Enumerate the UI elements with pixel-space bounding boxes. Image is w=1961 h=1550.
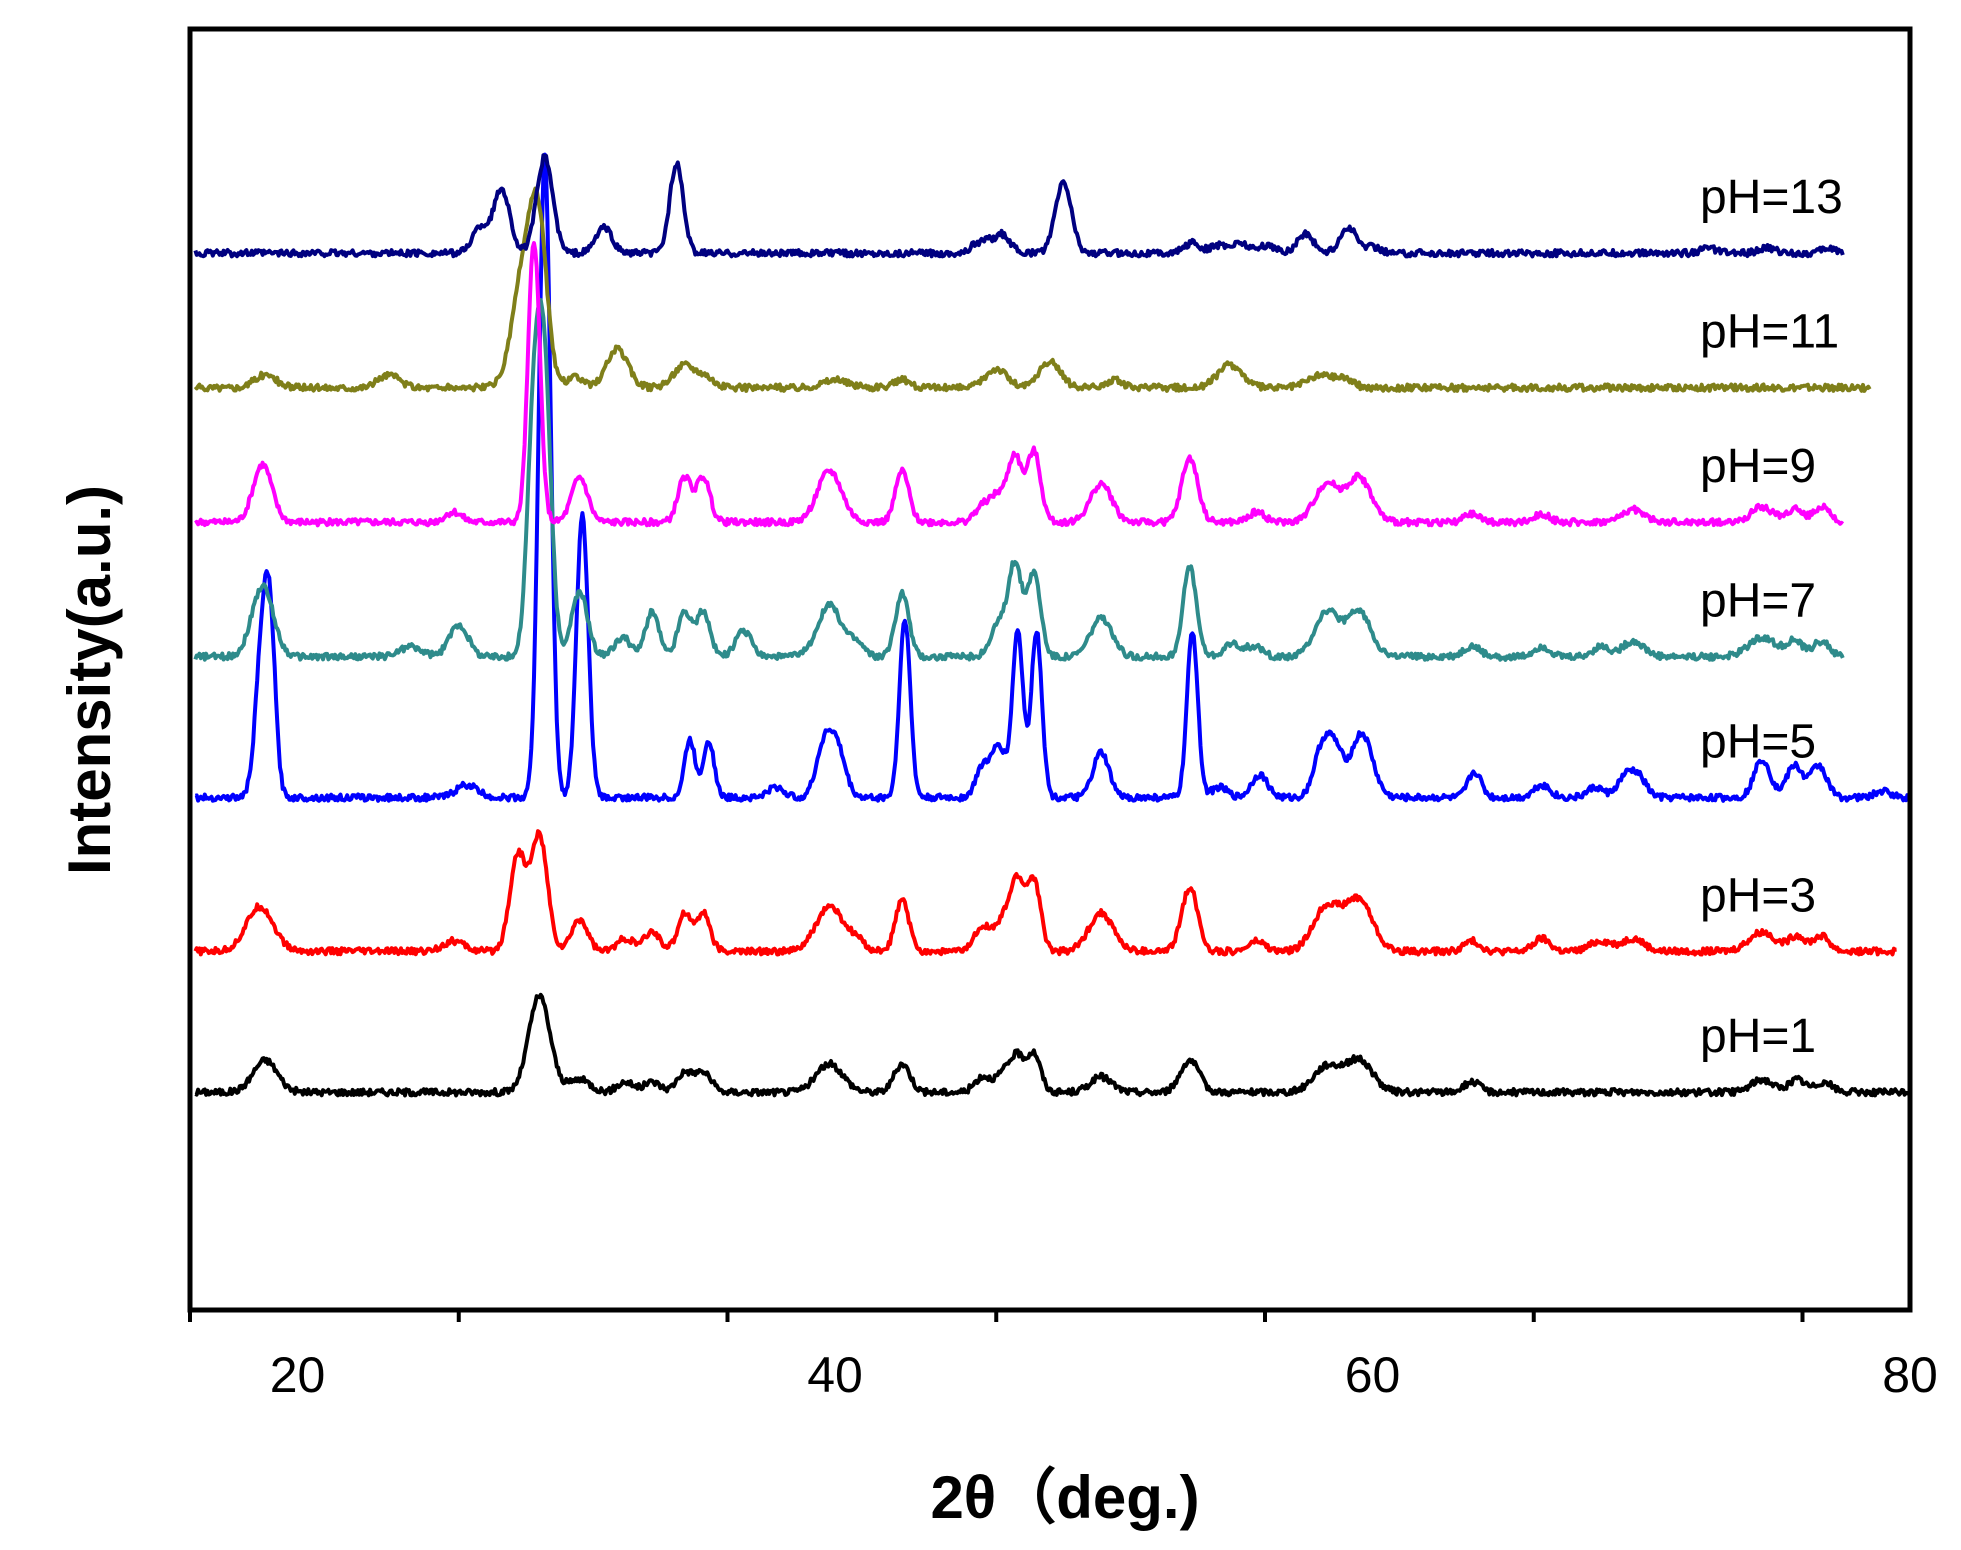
curve-label-ph-5: pH=5 <box>1700 716 1816 769</box>
curve-label-ph-3: pH=3 <box>1700 869 1816 922</box>
curve-label-ph-13: pH=13 <box>1700 171 1843 224</box>
plot-frame <box>187 26 1913 1313</box>
y-axis-title: Intensity(a.u.) <box>56 485 123 875</box>
series-line-ph-3 <box>193 829 1898 957</box>
series-line-ph-9 <box>194 241 1845 528</box>
curves-layer <box>193 152 1912 1098</box>
curve-label-ph-1: pH=1 <box>1700 1010 1816 1063</box>
series-line-ph-5 <box>194 152 1911 803</box>
series-line-ph-13 <box>193 153 1845 259</box>
x-tick-label: 80 <box>1882 1347 1938 1403</box>
curve-label-ph-9: pH=9 <box>1700 440 1816 493</box>
curve-label-ph-7: pH=7 <box>1700 575 1816 628</box>
curve-labels: pH=1 pH=3 pH=5 pH=7 pH=9 pH=11 pH=13 <box>1700 171 1843 1063</box>
x-axis-ticks: 20 40 60 80 <box>188 1310 1938 1403</box>
curve-label-ph-11: pH=11 <box>1700 306 1839 359</box>
x-tick-label: 20 <box>270 1347 326 1403</box>
x-tick-label: 60 <box>1345 1347 1401 1403</box>
series-line-ph-11 <box>193 186 1872 393</box>
series-line-ph-1 <box>194 992 1912 1098</box>
series-line-ph-7 <box>193 297 1845 662</box>
x-tick-label: 40 <box>807 1347 863 1403</box>
x-axis-title: 2θ（deg.) <box>930 1464 1199 1531</box>
